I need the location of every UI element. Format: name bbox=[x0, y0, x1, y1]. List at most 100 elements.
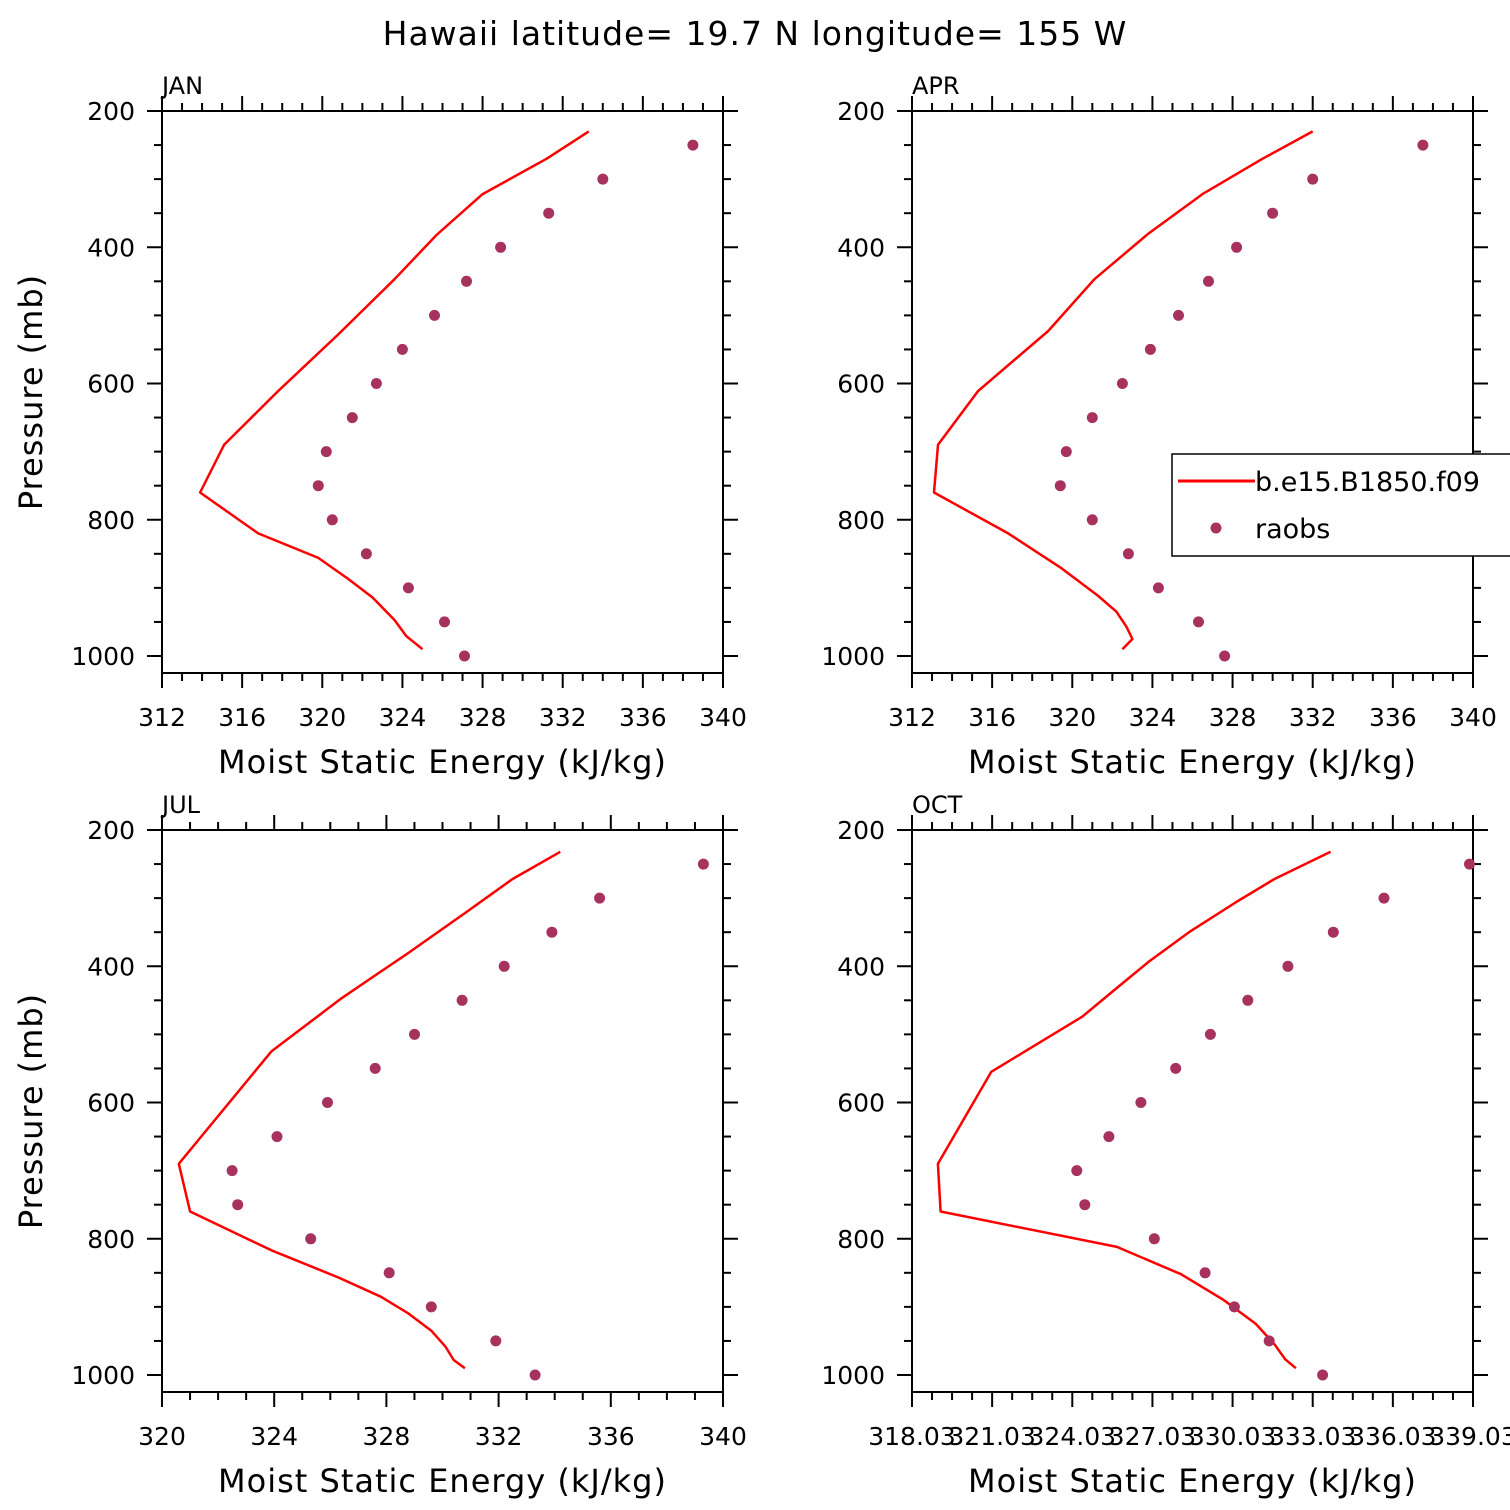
panel-label: OCT bbox=[912, 791, 963, 819]
raobs-point bbox=[1148, 1233, 1160, 1245]
figure-title: Hawaii latitude= 19.7 N longitude= 155 W bbox=[383, 14, 1128, 53]
x-tick-label: 324 bbox=[379, 703, 427, 732]
raobs-point bbox=[697, 858, 709, 870]
y-tick-label: 1000 bbox=[71, 1361, 135, 1390]
raobs-point bbox=[312, 480, 324, 492]
y-tick-label: 400 bbox=[87, 952, 135, 981]
x-tick-label: 312 bbox=[888, 703, 936, 732]
x-tick-label: 340 bbox=[699, 703, 747, 732]
model-series-line bbox=[936, 850, 1332, 1370]
raobs-point bbox=[402, 582, 414, 594]
y-tick-label: 1000 bbox=[71, 642, 135, 671]
y-tick-label: 600 bbox=[87, 370, 135, 399]
raobs-point bbox=[1086, 412, 1098, 424]
raobs-point bbox=[1060, 446, 1072, 458]
raobs-point bbox=[456, 994, 468, 1006]
x-tick-label: 332 bbox=[1289, 703, 1337, 732]
panel-jul: JUL 200 400 600 800 1000 320 324 328 332 336 340 Moi… bbox=[12, 791, 747, 1500]
raobs-point bbox=[429, 309, 440, 321]
x-tick-label: 328 bbox=[459, 703, 507, 732]
y-tick-label: 600 bbox=[837, 1089, 885, 1118]
x-tick-label: 333.03 bbox=[1269, 1422, 1356, 1451]
raobs-point bbox=[232, 1199, 244, 1211]
x-tick-label: 324 bbox=[250, 1422, 298, 1451]
raobs-point bbox=[369, 1062, 381, 1074]
raobs-point bbox=[1152, 582, 1164, 594]
raobs-point bbox=[1122, 548, 1134, 560]
raobs-point bbox=[498, 960, 510, 972]
x-tick-label: 321.03 bbox=[948, 1422, 1035, 1451]
panel-label: APR bbox=[912, 72, 960, 100]
raobs-point bbox=[546, 926, 558, 938]
raobs-point bbox=[409, 1028, 420, 1040]
raobs-point bbox=[1327, 926, 1339, 938]
y-tick-label: 200 bbox=[87, 97, 135, 126]
panel-oct: OCT 200 400 600 800 1000 318.03321.03324.03327… bbox=[821, 791, 1510, 1500]
raobs-point bbox=[360, 548, 372, 560]
raobs-point bbox=[1144, 343, 1156, 355]
raobs-point bbox=[1054, 480, 1066, 492]
y-tick-label: 1000 bbox=[821, 1361, 885, 1390]
raobs-point bbox=[1282, 960, 1294, 972]
raobs-point bbox=[1170, 1062, 1182, 1074]
x-tick-label: 336 bbox=[619, 703, 667, 732]
x-tick-label: 320 bbox=[298, 703, 346, 732]
raobs-point bbox=[529, 1369, 541, 1381]
raobs-point bbox=[597, 173, 609, 185]
raobs-point bbox=[461, 275, 472, 287]
x-tick-label: 332 bbox=[475, 1422, 523, 1451]
raobs-point bbox=[1103, 1131, 1115, 1143]
raobs-point bbox=[1219, 650, 1231, 662]
y-tick-label: 400 bbox=[837, 233, 885, 262]
x-tick-label: 332 bbox=[539, 703, 587, 732]
raobs-point bbox=[326, 514, 338, 526]
panel-jan: JAN 200 400 600 800 1000 312 316 320 324 328 332 336… bbox=[12, 72, 747, 781]
x-tick-label: 336 bbox=[587, 1422, 635, 1451]
raobs-point bbox=[1242, 994, 1254, 1006]
y-tick-label: 600 bbox=[837, 370, 885, 399]
raobs-point bbox=[1263, 1335, 1275, 1347]
x-axis-label: Moist Static Energy (kJ/kg) bbox=[968, 743, 1417, 781]
x-tick-label: 327.03 bbox=[1109, 1422, 1196, 1451]
plot-frame bbox=[161, 110, 724, 674]
raobs-point bbox=[1193, 616, 1204, 628]
raobs-point bbox=[459, 650, 470, 662]
x-tick-label: 328 bbox=[1209, 703, 1257, 732]
y-tick-label: 800 bbox=[87, 1225, 135, 1254]
y-tick-label: 800 bbox=[87, 506, 135, 535]
raobs-point bbox=[1417, 139, 1429, 151]
raobs-point bbox=[1204, 1028, 1216, 1040]
x-tick-label: 324.03 bbox=[1029, 1422, 1116, 1451]
x-tick-label: 324 bbox=[1129, 703, 1177, 732]
x-tick-label: 320 bbox=[1048, 703, 1096, 732]
model-series-line bbox=[932, 130, 1314, 651]
raobs-point bbox=[1378, 892, 1390, 904]
raobs-point bbox=[439, 616, 450, 628]
raobs-point bbox=[271, 1131, 283, 1143]
y-tick-label: 400 bbox=[87, 233, 135, 262]
panel-label: JAN bbox=[160, 72, 203, 100]
x-tick-label: 330.03 bbox=[1189, 1422, 1276, 1451]
raobs-point bbox=[1203, 275, 1214, 287]
raobs-point bbox=[1464, 858, 1475, 870]
x-tick-label: 312 bbox=[138, 703, 186, 732]
raobs-point bbox=[1079, 1199, 1091, 1211]
x-tick-label: 316 bbox=[218, 703, 266, 732]
x-tick-label: 328 bbox=[363, 1422, 411, 1451]
raobs-point bbox=[320, 446, 332, 458]
y-tick-label: 200 bbox=[837, 97, 885, 126]
raobs-point bbox=[594, 892, 606, 904]
plot-frame bbox=[161, 829, 724, 1393]
legend-model-label: b.e15.B1850.f09 bbox=[1255, 467, 1480, 498]
raobs-point bbox=[1071, 1165, 1083, 1177]
raobs-point bbox=[1116, 378, 1128, 389]
raobs-point bbox=[490, 1335, 502, 1347]
model-series-line bbox=[177, 850, 561, 1370]
x-tick-label: 318.03 bbox=[868, 1422, 955, 1451]
x-axis-label: Moist Static Energy (kJ/kg) bbox=[968, 1462, 1417, 1500]
x-tick-label: 336.03 bbox=[1349, 1422, 1436, 1451]
raobs-point bbox=[1173, 309, 1184, 321]
raobs-point bbox=[495, 241, 507, 253]
legend-box bbox=[1171, 453, 1510, 557]
